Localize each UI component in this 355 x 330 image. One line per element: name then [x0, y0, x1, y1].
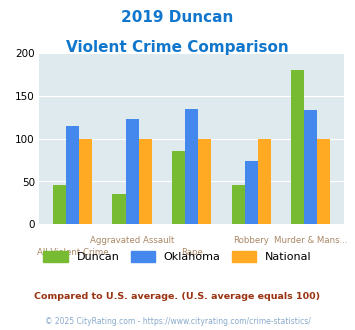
Bar	[53, 185, 66, 224]
Bar	[245, 161, 258, 224]
Bar	[304, 110, 317, 224]
Legend: Duncan, Oklahoma, National: Duncan, Oklahoma, National	[39, 247, 316, 267]
Bar	[291, 70, 304, 224]
Bar	[317, 139, 331, 224]
Text: Violent Crime Comparison: Violent Crime Comparison	[66, 40, 289, 54]
Text: All Violent Crime: All Violent Crime	[37, 248, 108, 257]
Bar	[198, 139, 211, 224]
Bar	[66, 126, 79, 224]
Bar	[79, 139, 92, 224]
Bar	[185, 109, 198, 224]
Text: © 2025 CityRating.com - https://www.cityrating.com/crime-statistics/: © 2025 CityRating.com - https://www.city…	[45, 317, 310, 326]
Text: Rape: Rape	[181, 248, 203, 257]
Text: 2019 Duncan: 2019 Duncan	[121, 10, 234, 25]
Text: Aggravated Assault: Aggravated Assault	[90, 236, 174, 245]
Text: Murder & Mans...: Murder & Mans...	[274, 236, 348, 245]
Text: Compared to U.S. average. (U.S. average equals 100): Compared to U.S. average. (U.S. average …	[34, 292, 321, 301]
Bar	[258, 139, 271, 224]
Bar	[113, 194, 126, 224]
Bar	[172, 151, 185, 224]
Bar	[126, 119, 139, 224]
Bar	[139, 139, 152, 224]
Text: Robbery: Robbery	[233, 236, 269, 245]
Bar	[231, 185, 245, 224]
